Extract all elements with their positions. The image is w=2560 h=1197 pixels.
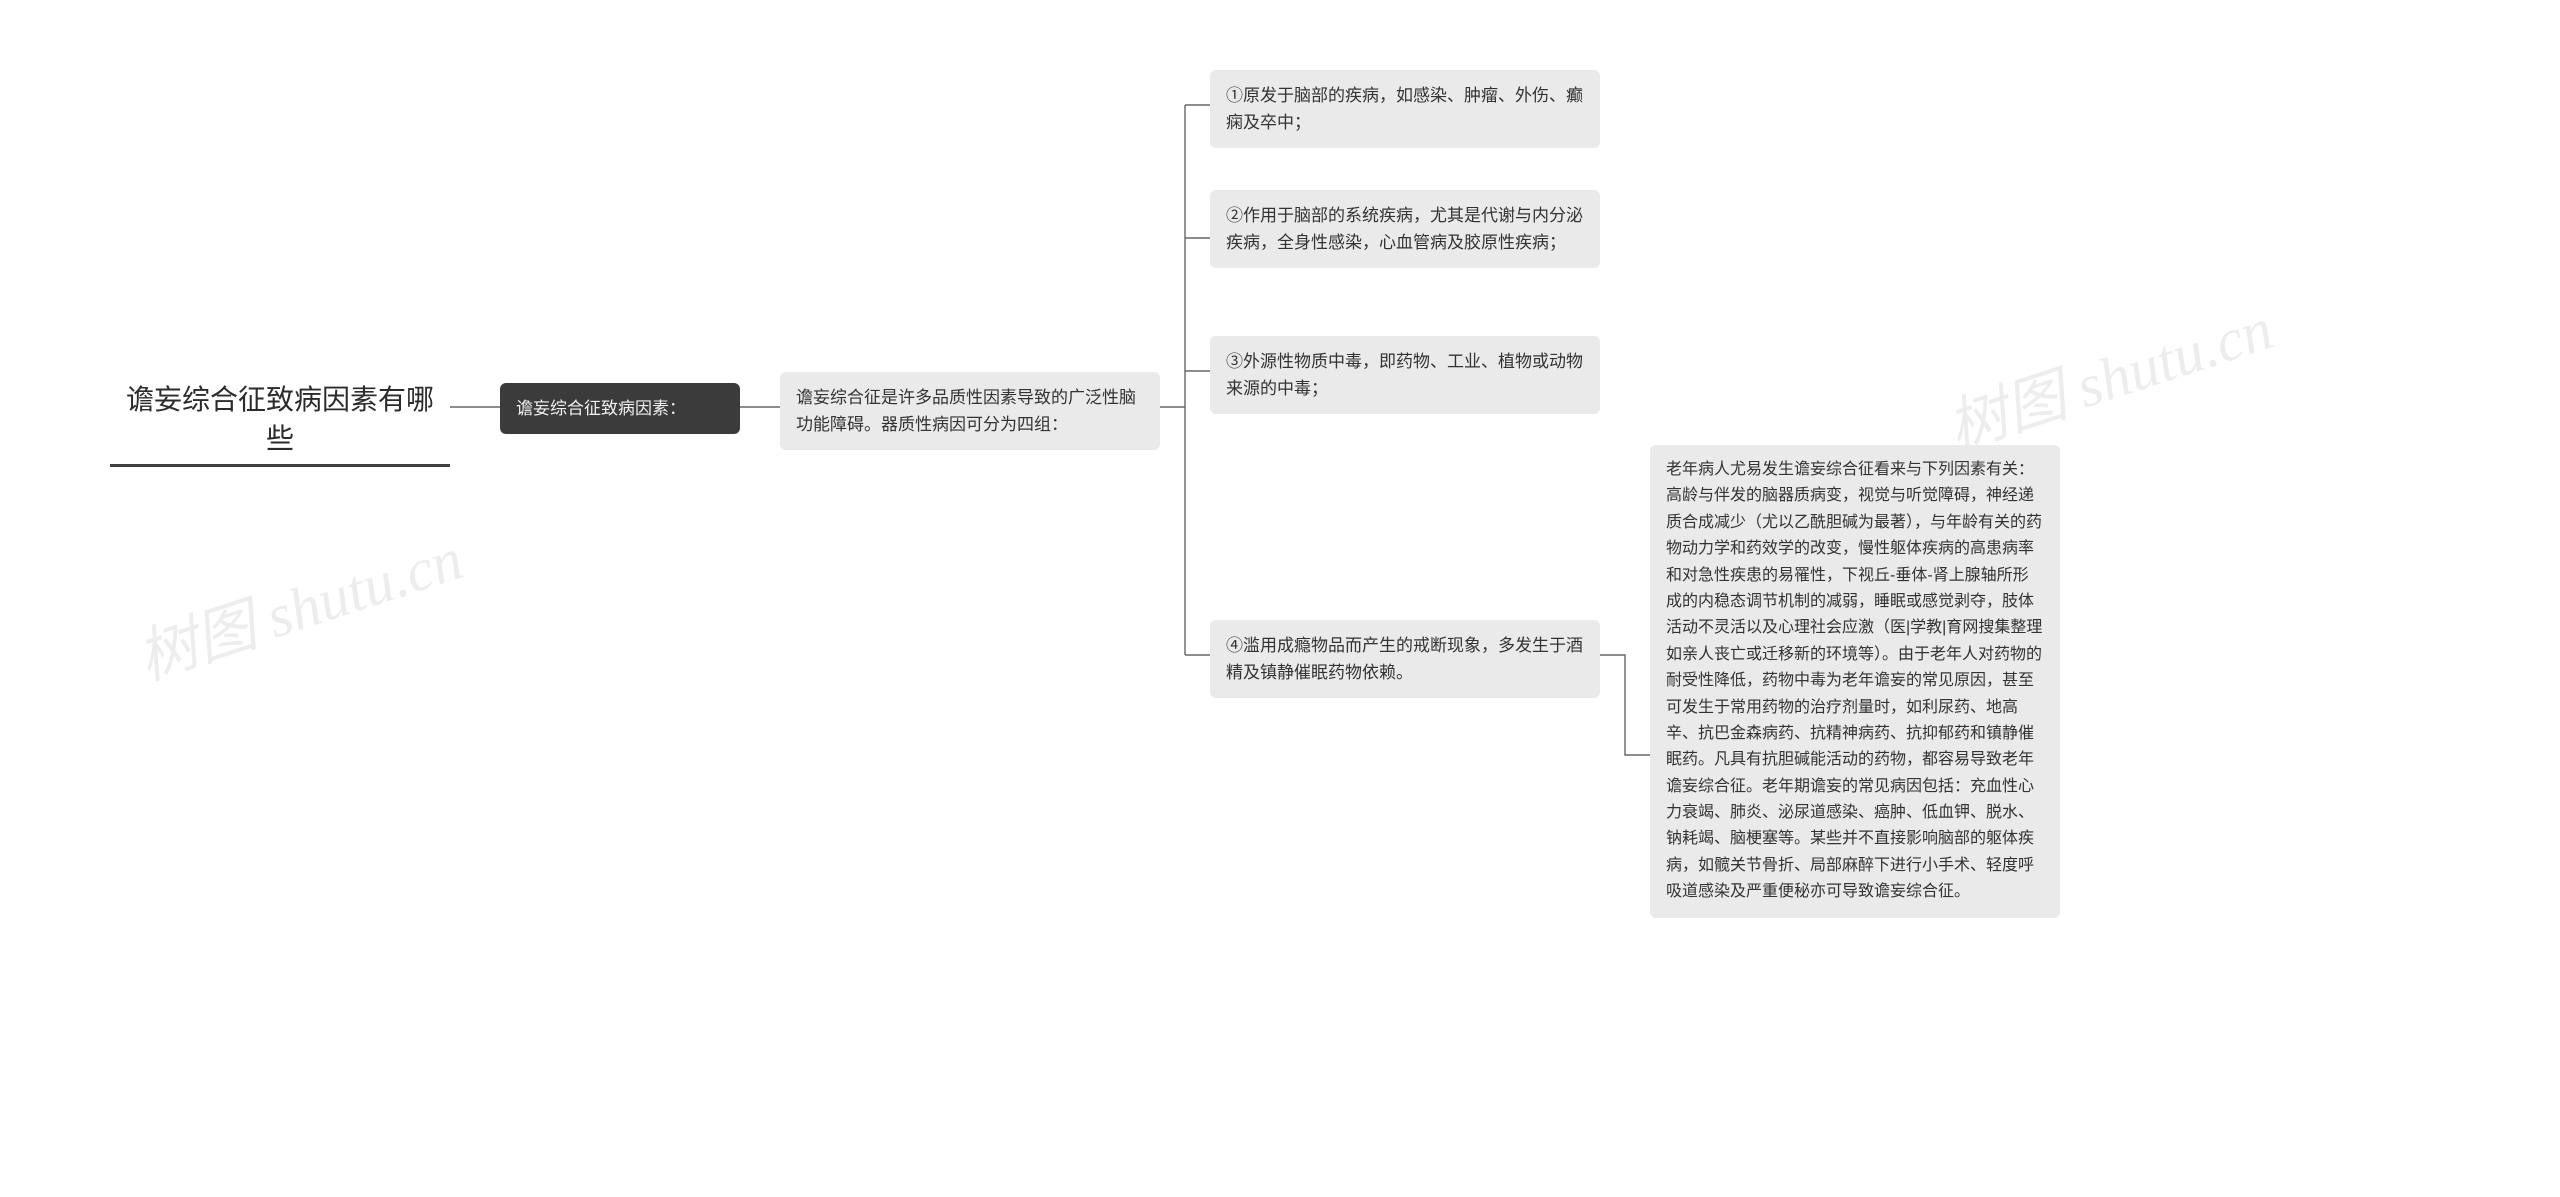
leaf-node-3: ③外源性物质中毒，即药物、工业、植物或动物来源的中毒；: [1210, 336, 1600, 414]
level1-node: 谵妄综合征致病因素：: [500, 383, 740, 434]
watermark: 树图 shutu.cn: [1935, 280, 2282, 467]
detail-node: 老年病人尤易发生谵妄综合征看来与下列因素有关：高龄与伴发的脑器质病变，视觉与听觉…: [1650, 445, 2060, 918]
leaf-node-4: ④滥用成瘾物品而产生的戒断现象，多发生于酒精及镇静催眠药物依赖。: [1210, 620, 1600, 698]
watermark: 树图 shutu.cn: [125, 510, 472, 697]
leaf-node-1: ①原发于脑部的疾病，如感染、肿瘤、外伤、癫痫及卒中；: [1210, 70, 1600, 148]
level2-node: 谵妄综合征是许多品质性因素导致的广泛性脑功能障碍。器质性病因可分为四组：: [780, 372, 1160, 450]
connectors: [0, 0, 2560, 1197]
leaf-node-2: ②作用于脑部的系统疾病，尤其是代谢与内分泌疾病，全身性感染，心血管病及胶原性疾病…: [1210, 190, 1600, 268]
mindmap-canvas: 树图 shutu.cn 树图 shutu.cn 谵妄综合征致病因: [0, 0, 2560, 1197]
root-node: 谵妄综合征致病因素有哪些: [110, 368, 450, 467]
